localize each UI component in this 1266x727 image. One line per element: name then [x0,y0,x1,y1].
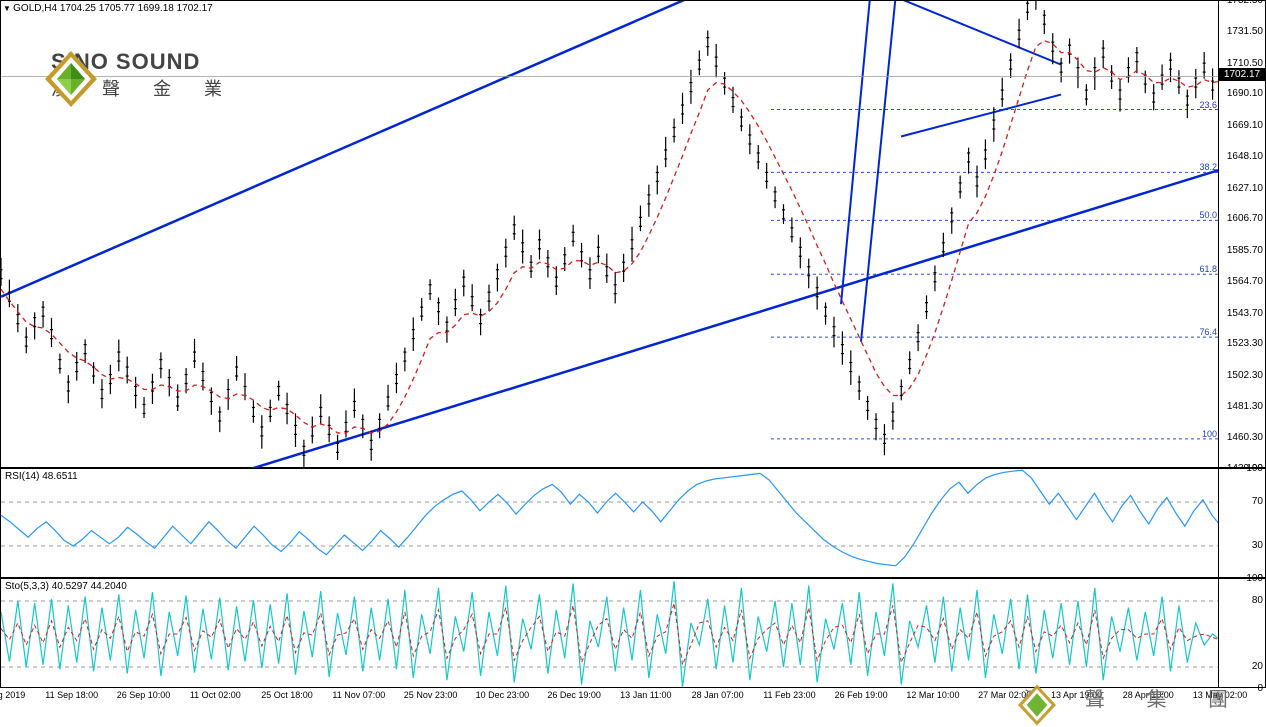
sto-title: Sto(5,3,3) 40.5297 44.2040 [5,581,127,592]
sto-chart [1,579,1266,689]
sto-panel[interactable]: Sto(5,3,3) 40.5297 44.2040 10080200 [0,578,1266,688]
rsi-chart [1,469,1266,579]
sto-y-scale: 10080200 [1218,579,1265,687]
rsi-panel[interactable]: RSI(14) 48.6511 10070300 [0,468,1266,578]
rsi-title: RSI(14) 48.6511 [5,471,78,482]
price-panel[interactable]: GOLD,H4 1704.25 1705.77 1699.18 1702.17 … [0,0,1266,468]
current-price-tag: 1702.17 [1219,68,1265,81]
symbol-header[interactable]: GOLD,H4 1704.25 1705.77 1699.18 1702.17 [3,3,213,14]
watermark: 漢 聲 集 團 [1015,683,1246,712]
brand-logo: SiNO SOUND 漢 聲 金 業 [41,49,236,101]
rsi-y-scale: 10070300 [1218,469,1265,577]
